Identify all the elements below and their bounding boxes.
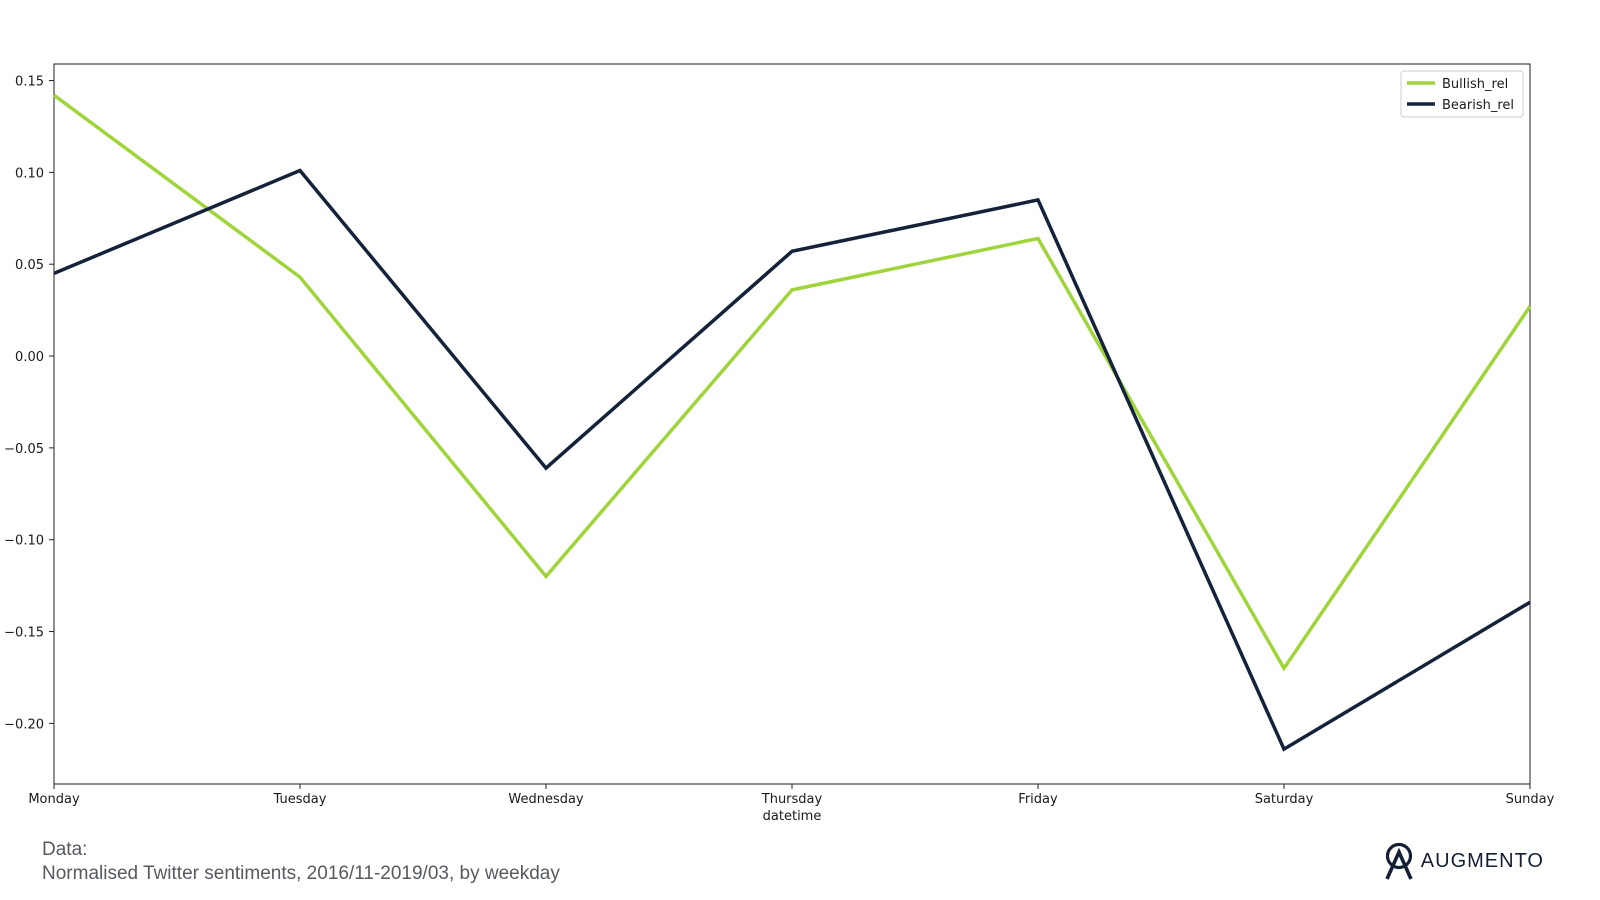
brand-name: AUGMENTO	[1420, 849, 1544, 872]
x-tick-label: Wednesday	[508, 792, 584, 807]
legend-label: Bearish_rel	[1442, 98, 1514, 113]
brand-logo: AUGMENTO	[1383, 842, 1544, 880]
x-tick-label: Saturday	[1255, 792, 1314, 807]
x-tick-label: Monday	[28, 792, 80, 807]
data-caption: Data: Normalised Twitter sentiments, 201…	[42, 838, 560, 886]
y-tick-label: 0.05	[15, 258, 44, 273]
series-lines	[52, 93, 1532, 752]
augmento-logo-icon	[1385, 842, 1413, 880]
caption-description: Normalised Twitter sentiments, 2016/11-2…	[42, 863, 560, 884]
x-tick-label: Tuesday	[273, 792, 327, 807]
x-axis-title: datetime	[763, 809, 822, 824]
legend: Bullish_rel Bearish_rel	[1400, 70, 1524, 118]
y-tick-label: −0.15	[4, 626, 44, 641]
x-tick-label: Friday	[1018, 792, 1058, 807]
y-tick-label: −0.20	[4, 717, 44, 732]
y-tick-label: 0.10	[15, 166, 44, 181]
legend-label: Bullish_rel	[1442, 77, 1508, 92]
series-line-bearish-rel	[53, 168, 1531, 752]
series-line-bullish-rel	[52, 93, 1532, 672]
y-tick-label: −0.05	[4, 442, 44, 457]
y-tick-label: −0.10	[4, 534, 44, 549]
y-axis: 0.15 0.10 0.05 0.00 −0.05 −0.10 −0.15 −0.20	[4, 75, 54, 732]
x-tick-label: Sunday	[1506, 792, 1555, 807]
x-tick-label: Thursday	[761, 792, 823, 807]
plot-area	[53, 63, 1531, 785]
y-tick-label: 0.15	[15, 75, 44, 90]
caption-heading: Data:	[42, 839, 88, 860]
x-axis: Monday Tuesday Wednesday Thursday Friday Satu…	[28, 784, 1555, 807]
y-tick-label: 0.00	[15, 350, 44, 365]
